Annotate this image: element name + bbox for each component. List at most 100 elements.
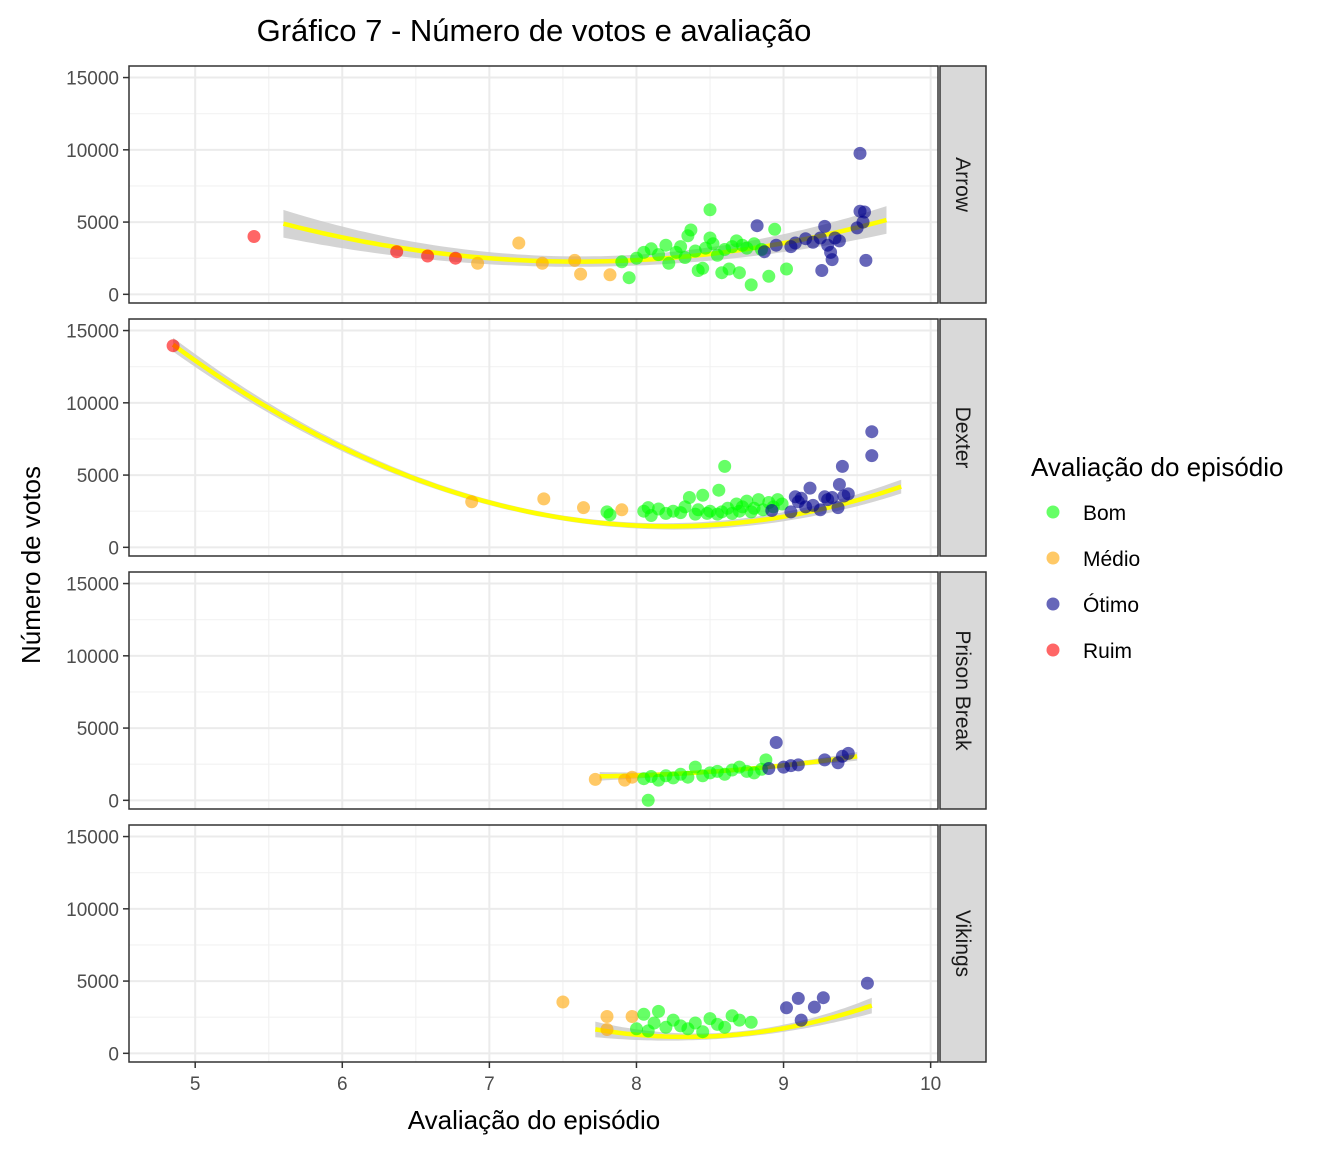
data-point [859,253,873,267]
data-point [769,736,783,749]
data-point [535,256,549,270]
y-tick-label: 10000 [66,647,119,668]
data-point [712,483,726,497]
y-axis-title: Número de votos [16,466,46,664]
y-tick-label: 5000 [77,466,119,487]
data-point [603,268,617,282]
facet-panels: 0 5000 10000 15000 Arrow 0 5000 10000 15000 Dexte… [66,65,987,1065]
data-point [630,1022,643,1036]
data-point [247,230,261,243]
data-point [813,503,827,517]
data-point [865,425,879,439]
y-tick-label: 0 [108,538,119,559]
data-point [574,267,588,281]
data-point [791,991,805,1005]
legend-key-3 [1046,643,1060,657]
data-point [815,264,829,277]
data-point [625,1010,639,1023]
data-point [696,488,710,502]
x-axis-title: Avaliação do episódio [408,1105,660,1135]
facet-strip-label: Vikings [951,910,974,977]
data-point [744,278,758,292]
facet-strip-label: Arrow [951,157,974,213]
data-point [818,753,832,767]
data-point [556,995,570,1009]
y-tick-label: 0 [108,285,119,306]
y-tick-label: 15000 [66,575,119,596]
legend: Avaliação do episódio Bom Médio Ótimo Ruim [1031,452,1283,663]
legend-label: Médio [1083,548,1140,571]
data-point [652,1004,665,1018]
data-point [757,245,771,259]
data-point [688,244,702,258]
data-point [841,487,855,501]
panel-border [128,824,939,1063]
data-point [641,793,655,807]
data-point [856,215,870,229]
x-tick-label: 6 [337,1074,348,1095]
facet-strip [939,318,987,557]
panel-border [128,65,939,304]
data-point [865,449,879,463]
panel-border [128,571,939,810]
data-point [841,746,855,760]
x-tick-label: 8 [631,1074,642,1095]
x-axis: 5 6 7 8 9 10 [190,1062,941,1095]
panel-prison-break: 0 5000 10000 15000 Prison Break [66,571,987,812]
data-point [678,251,692,264]
x-tick-label: 10 [920,1074,941,1095]
x-tick-label: 5 [190,1074,201,1095]
data-point [825,253,839,267]
data-point [166,339,180,353]
y-tick-label: 10000 [66,900,119,921]
facet-strip-label: Dexter [951,407,974,469]
data-point [732,266,746,280]
panel-background [129,319,938,556]
facet-strip [939,824,987,1063]
data-point [831,501,845,515]
data-point [835,459,849,473]
data-point [421,249,435,263]
legend-title: Avaliação do episódio [1031,452,1283,482]
x-tick-label: 9 [778,1074,789,1095]
panel-dexter: 0 5000 10000 15000 Dexter [66,318,987,559]
data-point [659,238,673,252]
data-point [637,1007,651,1021]
data-point [696,261,710,275]
y-tick-label: 15000 [66,322,119,343]
data-point [615,503,629,517]
data-point [803,481,817,495]
data-point [816,991,830,1005]
data-point [696,1025,710,1039]
y-tick-label: 0 [108,1044,119,1065]
data-point [832,478,846,491]
data-point [603,508,617,522]
data-point [577,501,590,515]
legend-label: Ruim [1083,640,1132,663]
data-point [465,495,479,509]
data-point [762,269,776,283]
data-point [706,237,720,251]
fit-line [171,342,902,529]
fit-confidence-band [595,997,872,1041]
data-point [681,770,695,784]
panel-background [129,825,938,1062]
data-point [780,1001,793,1015]
data-point [600,1023,614,1036]
data-point [622,271,636,285]
data-point [688,760,702,774]
data-point [744,1015,758,1029]
data-point [615,255,629,269]
data-point [390,245,404,259]
data-point [684,223,698,237]
data-point [769,238,783,252]
data-point [588,772,602,786]
chart-title: Gráfico 7 - Número de votos e avaliação [257,13,812,48]
data-point [788,236,802,250]
data-point [732,1013,746,1027]
legend-key-2 [1046,597,1060,611]
data-point [768,222,782,236]
data-point [682,491,696,504]
data-point [703,203,717,217]
